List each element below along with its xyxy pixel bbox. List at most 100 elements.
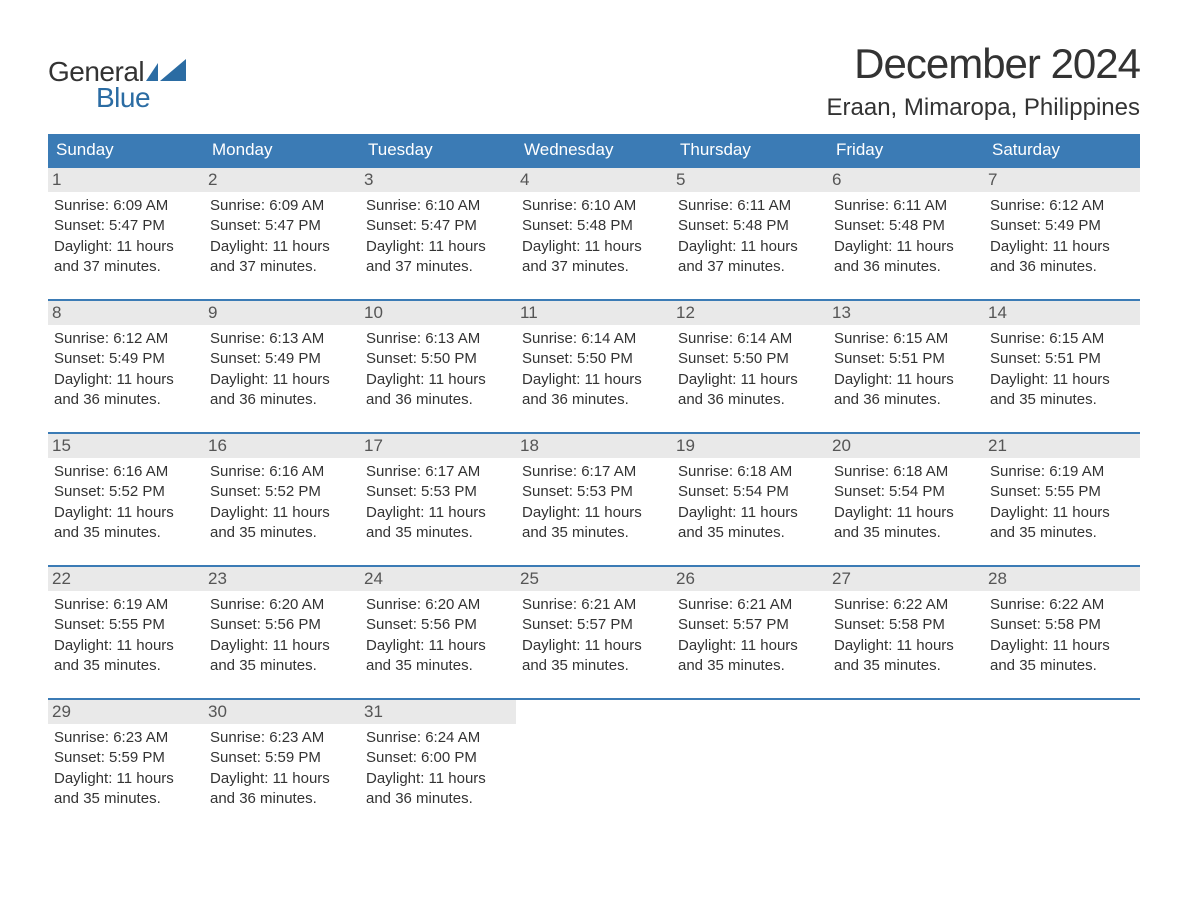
day-number: 12 <box>672 301 828 325</box>
day-number: 20 <box>828 434 984 458</box>
day-number: 13 <box>828 301 984 325</box>
calendar-day <box>984 700 1140 817</box>
calendar-day: 5Sunrise: 6:11 AMSunset: 5:48 PMDaylight… <box>672 168 828 285</box>
day-number-empty <box>984 700 1140 724</box>
day-info: Sunrise: 6:18 AMSunset: 5:54 PMDaylight:… <box>678 462 822 543</box>
day-number: 14 <box>984 301 1140 325</box>
day-number: 25 <box>516 567 672 591</box>
day-info: Sunrise: 6:19 AMSunset: 5:55 PMDaylight:… <box>990 462 1134 543</box>
calendar-day: 8 Sunrise: 6:12 AMSunset: 5:49 PMDaylight… <box>48 301 204 418</box>
day-info: Sunrise: 6:23 AMSunset: 5:59 PMDaylight:… <box>210 728 354 809</box>
day-number-empty <box>672 700 828 724</box>
calendar-day: 29Sunrise: 6:23 AMSunset: 5:59 PMDayligh… <box>48 700 204 817</box>
day-number: 4 <box>516 168 672 192</box>
day-info: Sunrise: 6:15 AMSunset: 5:51 PMDaylight:… <box>834 329 978 410</box>
day-info: Sunrise: 6:14 AMSunset: 5:50 PMDaylight:… <box>678 329 822 410</box>
calendar-day: 6 Sunrise: 6:11 AMSunset: 5:48 PMDaylight… <box>828 168 984 285</box>
calendar-day: 24 Sunrise: 6:20 AMSunset: 5:56 PMDayligh… <box>360 567 516 684</box>
day-info: Sunrise: 6:18 AMSunset: 5:54 PMDaylight:… <box>834 462 978 543</box>
calendar-day: 18 Sunrise: 6:17 AMSunset: 5:53 PMDayligh… <box>516 434 672 551</box>
calendar-day: 12 Sunrise: 6:14 AMSunset: 5:50 PMDayligh… <box>672 301 828 418</box>
day-number: 21 <box>984 434 1140 458</box>
calendar-day: 20 Sunrise: 6:18 AMSunset: 5:54 PMDayligh… <box>828 434 984 551</box>
day-number: 27 <box>828 567 984 591</box>
day-number: 23 <box>204 567 360 591</box>
calendar-day: 17Sunrise: 6:17 AMSunset: 5:53 PMDayligh… <box>360 434 516 551</box>
title-block: December 2024 Eraan, Mimaropa, Philippin… <box>827 40 1141 122</box>
day-number-empty <box>516 700 672 724</box>
calendar-week: 22 Sunrise: 6:19 AMSunset: 5:55 PMDayligh… <box>48 565 1140 684</box>
day-number: 9 <box>204 301 360 325</box>
day-number: 19 <box>672 434 828 458</box>
day-info: Sunrise: 6:10 AMSunset: 5:47 PMDaylight:… <box>366 196 510 277</box>
day-info: Sunrise: 6:12 AMSunset: 5:49 PMDaylight:… <box>990 196 1134 277</box>
day-number: 11 <box>516 301 672 325</box>
day-info: Sunrise: 6:20 AMSunset: 5:56 PMDaylight:… <box>366 595 510 676</box>
day-number: 8 <box>48 301 204 325</box>
calendar-day: 10 Sunrise: 6:13 AMSunset: 5:50 PMDayligh… <box>360 301 516 418</box>
day-info: Sunrise: 6:09 AMSunset: 5:47 PMDaylight:… <box>54 196 198 277</box>
calendar-day <box>828 700 984 817</box>
day-info: Sunrise: 6:22 AMSunset: 5:58 PMDaylight:… <box>834 595 978 676</box>
calendar: Sunday Monday Tuesday Wednesday Thursday… <box>48 134 1140 817</box>
day-number: 31 <box>360 700 516 724</box>
weekday-header: Monday <box>204 134 360 166</box>
day-info: Sunrise: 6:13 AMSunset: 5:49 PMDaylight:… <box>210 329 354 410</box>
calendar-week: 15Sunrise: 6:16 AMSunset: 5:52 PMDayligh… <box>48 432 1140 551</box>
day-number: 2 <box>204 168 360 192</box>
calendar-day <box>516 700 672 817</box>
day-info: Sunrise: 6:15 AMSunset: 5:51 PMDaylight:… <box>990 329 1134 410</box>
day-number: 1 <box>48 168 204 192</box>
day-number: 29 <box>48 700 204 724</box>
day-info: Sunrise: 6:09 AMSunset: 5:47 PMDaylight:… <box>210 196 354 277</box>
calendar-day: 16 Sunrise: 6:16 AMSunset: 5:52 PMDayligh… <box>204 434 360 551</box>
day-info: Sunrise: 6:21 AMSunset: 5:57 PMDaylight:… <box>522 595 666 676</box>
day-info: Sunrise: 6:11 AMSunset: 5:48 PMDaylight:… <box>834 196 978 277</box>
calendar-day: 26Sunrise: 6:21 AMSunset: 5:57 PMDayligh… <box>672 567 828 684</box>
day-info: Sunrise: 6:10 AMSunset: 5:48 PMDaylight:… <box>522 196 666 277</box>
calendar-day: 15Sunrise: 6:16 AMSunset: 5:52 PMDayligh… <box>48 434 204 551</box>
day-info: Sunrise: 6:12 AMSunset: 5:49 PMDaylight:… <box>54 329 198 410</box>
calendar-day: 3 Sunrise: 6:10 AMSunset: 5:47 PMDaylight… <box>360 168 516 285</box>
calendar-day: 22 Sunrise: 6:19 AMSunset: 5:55 PMDayligh… <box>48 567 204 684</box>
calendar-day: 2 Sunrise: 6:09 AMSunset: 5:47 PMDaylight… <box>204 168 360 285</box>
day-info: Sunrise: 6:17 AMSunset: 5:53 PMDaylight:… <box>522 462 666 543</box>
day-info: Sunrise: 6:19 AMSunset: 5:55 PMDaylight:… <box>54 595 198 676</box>
day-number: 3 <box>360 168 516 192</box>
day-info: Sunrise: 6:14 AMSunset: 5:50 PMDaylight:… <box>522 329 666 410</box>
day-number: 22 <box>48 567 204 591</box>
calendar-day: 30Sunrise: 6:23 AMSunset: 5:59 PMDayligh… <box>204 700 360 817</box>
calendar-body: 1Sunrise: 6:09 AMSunset: 5:47 PMDaylight… <box>48 166 1140 817</box>
weekday-header: Thursday <box>672 134 828 166</box>
day-number: 24 <box>360 567 516 591</box>
location: Eraan, Mimaropa, Philippines <box>827 94 1141 122</box>
calendar-day: 27 Sunrise: 6:22 AMSunset: 5:58 PMDayligh… <box>828 567 984 684</box>
calendar-day: 1 Sunrise: 6:09 AMSunset: 5:47 PMDaylight… <box>48 168 204 285</box>
calendar-day: 23Sunrise: 6:20 AMSunset: 5:56 PMDayligh… <box>204 567 360 684</box>
calendar-day: 4 Sunrise: 6:10 AMSunset: 5:48 PMDaylight… <box>516 168 672 285</box>
day-number: 6 <box>828 168 984 192</box>
logo-flag-icon <box>146 59 186 86</box>
calendar-week: 29Sunrise: 6:23 AMSunset: 5:59 PMDayligh… <box>48 698 1140 817</box>
logo: General Blue <box>48 40 186 114</box>
day-number: 7 <box>984 168 1140 192</box>
day-info: Sunrise: 6:16 AMSunset: 5:52 PMDaylight:… <box>54 462 198 543</box>
weekday-header: Tuesday <box>360 134 516 166</box>
calendar-week: 1Sunrise: 6:09 AMSunset: 5:47 PMDaylight… <box>48 166 1140 285</box>
day-number: 10 <box>360 301 516 325</box>
day-info: Sunrise: 6:13 AMSunset: 5:50 PMDaylight:… <box>366 329 510 410</box>
weekday-header: Wednesday <box>516 134 672 166</box>
day-number: 18 <box>516 434 672 458</box>
weekday-header: Sunday <box>48 134 204 166</box>
day-number: 28 <box>984 567 1140 591</box>
day-number: 5 <box>672 168 828 192</box>
day-info: Sunrise: 6:16 AMSunset: 5:52 PMDaylight:… <box>210 462 354 543</box>
calendar-day <box>672 700 828 817</box>
logo-text-blue: Blue <box>96 82 150 114</box>
calendar-day: 19 Sunrise: 6:18 AMSunset: 5:54 PMDayligh… <box>672 434 828 551</box>
weekday-header: Saturday <box>984 134 1140 166</box>
calendar-day: 28Sunrise: 6:22 AMSunset: 5:58 PMDayligh… <box>984 567 1140 684</box>
day-number: 16 <box>204 434 360 458</box>
day-number-empty <box>828 700 984 724</box>
calendar-week: 8 Sunrise: 6:12 AMSunset: 5:49 PMDaylight… <box>48 299 1140 418</box>
